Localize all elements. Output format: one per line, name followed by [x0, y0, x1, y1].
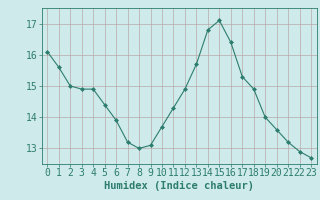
X-axis label: Humidex (Indice chaleur): Humidex (Indice chaleur) — [104, 181, 254, 191]
